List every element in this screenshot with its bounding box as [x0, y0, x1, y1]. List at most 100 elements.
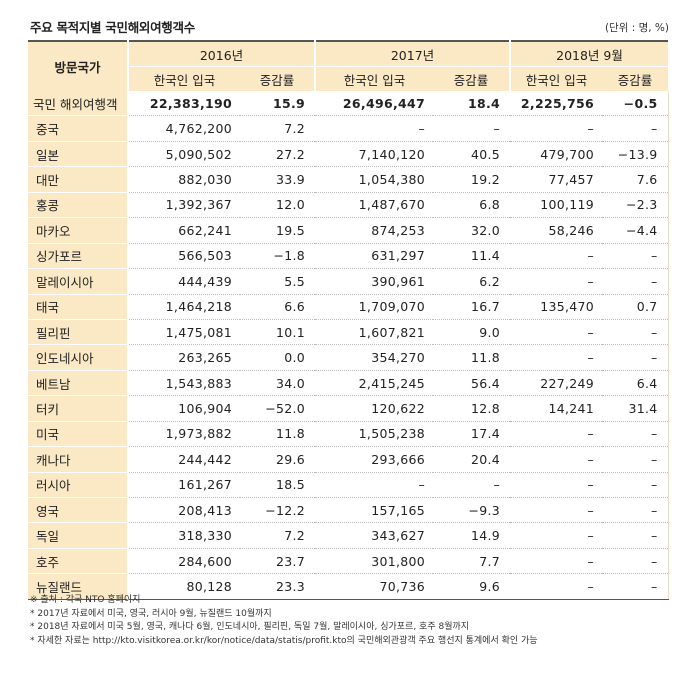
- rate-2018-cell: –: [602, 421, 669, 448]
- arrivals-2017-cell: 157,165: [315, 497, 433, 524]
- arrivals-2016-cell: 80,128: [128, 573, 240, 600]
- table-row: 캐나다 244,442 29.6 293,666 20.4– –: [28, 446, 669, 473]
- header-row-metrics: 한국인 입국 증감률 한국인 입국 증감률 한국인 입국 증감률: [28, 66, 668, 91]
- table-body: 국민 해외여행객 22,383,190 15.9 26,496,447 18.4 2,22…: [28, 91, 669, 600]
- rate-2018-cell: −2.3: [602, 192, 669, 219]
- rate-2018-cell: –: [602, 268, 669, 295]
- arrivals-2018-cell: –: [510, 115, 602, 142]
- country-name: 터키: [28, 395, 129, 422]
- arrivals-2016-cell: 5,090,502: [128, 141, 240, 168]
- rate-2018-cell: –: [602, 446, 669, 473]
- rate-2016-cell: −12.2: [240, 497, 315, 524]
- table-row: 독일 318,330 7.2 343,627 14.9– –: [28, 522, 669, 549]
- table-row: 마카오 662,241 19.5 874,253 32.0 58,246 −4.4: [28, 217, 669, 244]
- rate-2018-cell: –: [602, 573, 669, 600]
- arrivals-2017-cell: 26,496,447: [315, 91, 433, 117]
- arrivals-2017-cell: 1,607,821: [315, 319, 433, 346]
- country-name: 일본: [28, 141, 129, 168]
- arrivals-2017-cell: 354,270: [315, 344, 433, 371]
- arrivals-2018-cell: –: [510, 522, 602, 549]
- arrivals-2018-cell: –: [510, 243, 602, 270]
- table-row: 대만 882,030 33.9 1,054,380 19.2 77,457 7.6: [28, 166, 669, 193]
- rate-2017-cell: 6.8: [433, 192, 510, 219]
- rate-2016-cell: 7.2: [240, 522, 315, 549]
- rate-2018-cell: –: [602, 319, 669, 346]
- arrivals-2018-cell: –: [510, 319, 602, 346]
- rate-header-2016: 증감률: [240, 66, 316, 91]
- arrivals-2016-cell: 284,600: [128, 548, 240, 575]
- country-name: 인도네시아: [28, 344, 129, 371]
- rate-2017-cell: 7.7: [433, 548, 510, 575]
- rate-2018-cell: –: [602, 344, 669, 371]
- rate-2018-cell: −13.9: [602, 141, 669, 168]
- rate-2017-cell: 6.2: [433, 268, 510, 295]
- table-row: 홍콩 1,392,367 12.0 1,487,670 6.8 100,119 −2.3: [28, 192, 669, 219]
- year-header-2018: 2018년 9월: [510, 40, 668, 67]
- arrivals-2016-cell: 566,503: [128, 243, 240, 270]
- rate-2016-cell: 29.6: [240, 446, 315, 473]
- arrivals-header-2016: 한국인 입국: [128, 66, 240, 91]
- rate-2016-cell: 10.1: [240, 319, 315, 346]
- country-name: 필리핀: [28, 319, 129, 346]
- rate-2016-cell: 33.9: [240, 166, 315, 193]
- rate-2018-cell: –: [602, 472, 669, 499]
- arrivals-2018-cell: –: [510, 421, 602, 448]
- rate-2017-cell: 11.8: [433, 344, 510, 371]
- arrivals-2018-cell: –: [510, 497, 602, 524]
- arrivals-2016-cell: 1,464,218: [128, 294, 240, 320]
- arrivals-2017-cell: 874,253: [315, 217, 433, 244]
- rate-header-2017: 증감률: [433, 66, 511, 91]
- rate-2016-cell: 0.0: [240, 344, 315, 371]
- arrivals-2018-cell: 479,700: [510, 141, 602, 168]
- arrivals-2017-cell: –: [315, 115, 433, 142]
- rate-2016-cell: 12.0: [240, 192, 315, 219]
- arrivals-2017-cell: 1,505,238: [315, 421, 433, 448]
- rate-2017-cell: 32.0: [433, 217, 510, 244]
- table-row: 베트남 1,543,883 34.0 2,415,245 56.4 227,249 6.4: [28, 370, 669, 397]
- footnotes: ※ 출처 : 각국 NTO 홈페이지 * 2017년 자료에서 미국, 영국, …: [30, 594, 538, 648]
- rate-2017-cell: 9.6: [433, 573, 510, 600]
- country-name: 대만: [28, 166, 129, 193]
- country-name: 캐나다: [28, 446, 129, 473]
- arrivals-2018-cell: –: [510, 344, 602, 371]
- rate-2018-cell: 0.7: [602, 294, 669, 320]
- arrivals-2018-cell: 2,225,756: [510, 91, 602, 117]
- rate-2018-cell: −4.4: [602, 217, 669, 244]
- arrivals-2018-cell: –: [510, 268, 602, 295]
- arrivals-2016-cell: 1,543,883: [128, 370, 240, 397]
- arrivals-2016-cell: 263,265: [128, 344, 240, 371]
- rate-2017-cell: 9.0: [433, 319, 510, 346]
- country-name: 홍콩: [28, 192, 129, 219]
- table-row: 영국 208,413 −12.2 157,165 −9.3– –: [28, 497, 669, 524]
- rate-header-2018: 증감률: [602, 66, 668, 91]
- arrivals-2016-cell: 1,475,081: [128, 319, 240, 346]
- arrivals-2018-cell: –: [510, 446, 602, 473]
- arrivals-2017-cell: 7,140,120: [315, 141, 433, 168]
- arrivals-2018-cell: 227,249: [510, 370, 602, 397]
- rate-2017-cell: –: [433, 472, 510, 499]
- table-row: 인도네시아 263,265 0.0 354,270 11.8– –: [28, 344, 669, 371]
- arrivals-2017-cell: 120,622: [315, 395, 433, 422]
- arrivals-2017-cell: –: [315, 472, 433, 499]
- rate-2017-cell: 12.8: [433, 395, 510, 422]
- arrivals-2018-cell: 14,241: [510, 395, 602, 422]
- rate-2018-cell: –: [602, 497, 669, 524]
- arrivals-2016-cell: 161,267: [128, 472, 240, 499]
- rate-2016-cell: 34.0: [240, 370, 315, 397]
- arrivals-2017-cell: 70,736: [315, 573, 433, 600]
- table-row: 러시아 161,267 18.5– – – –: [28, 472, 669, 499]
- table-row: 싱가포르 566,503 −1.8 631,297 11.4– –: [28, 243, 669, 270]
- table-row: 터키 106,904 −52.0 120,622 12.8 14,241 31.4: [28, 395, 669, 422]
- arrivals-2018-cell: 100,119: [510, 192, 602, 219]
- arrivals-2016-cell: 1,392,367: [128, 192, 240, 219]
- arrivals-2016-cell: 1,973,882: [128, 421, 240, 448]
- country-header: 방문국가: [28, 40, 129, 91]
- country-name: 태국: [28, 294, 129, 320]
- rate-2016-cell: −1.8: [240, 243, 315, 270]
- arrivals-2017-cell: 631,297: [315, 243, 433, 270]
- rate-2017-cell: 14.9: [433, 522, 510, 549]
- arrivals-2016-cell: 208,413: [128, 497, 240, 524]
- arrivals-2017-cell: 1,487,670: [315, 192, 433, 219]
- rate-2017-cell: 56.4: [433, 370, 510, 397]
- arrivals-2016-cell: 882,030: [128, 166, 240, 193]
